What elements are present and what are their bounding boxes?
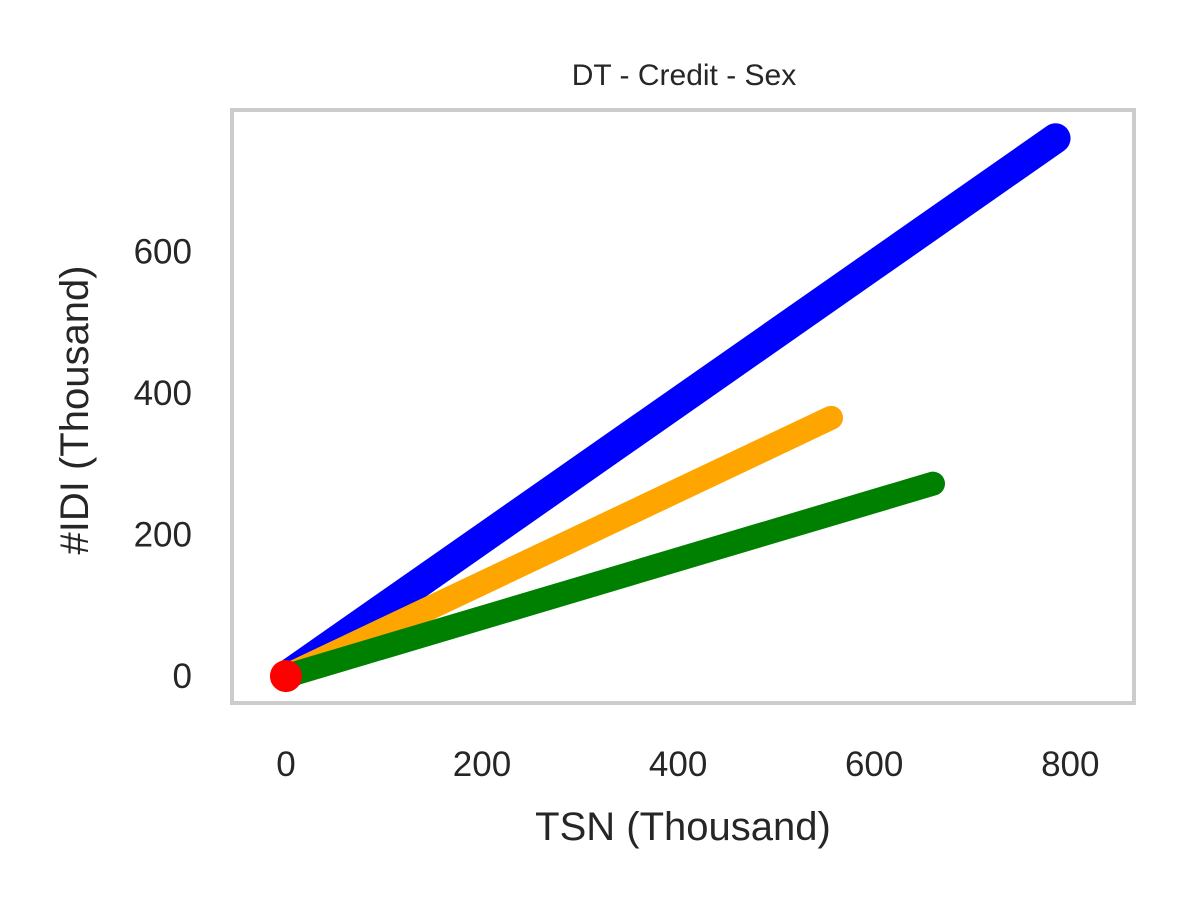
y-axis-label: #IDI (Thousand) xyxy=(53,265,97,554)
series-line-3 xyxy=(273,471,946,689)
y-tick-label: 400 xyxy=(134,374,192,413)
x-tick-label: 800 xyxy=(1041,745,1099,784)
x-tick-labels: 0 200 400 600 800 xyxy=(276,745,1099,784)
x-tick-label: 400 xyxy=(649,745,707,784)
x-tick-label: 200 xyxy=(453,745,511,784)
x-tick-label: 600 xyxy=(845,745,903,784)
x-axis-label: TSN (Thousand) xyxy=(535,805,831,849)
y-tick-label: 0 xyxy=(173,657,192,696)
series-layer xyxy=(269,123,1071,693)
origin-point-marker xyxy=(269,660,302,693)
x-tick-label: 0 xyxy=(276,745,295,784)
chart-title: DT - Credit - Sex xyxy=(572,59,797,92)
series-line-1 xyxy=(270,123,1071,692)
series-line-2 xyxy=(273,405,844,689)
y-tick-label: 200 xyxy=(134,516,192,555)
y-tick-label: 600 xyxy=(134,233,192,272)
y-tick-labels: 0 200 400 600 xyxy=(134,233,192,697)
